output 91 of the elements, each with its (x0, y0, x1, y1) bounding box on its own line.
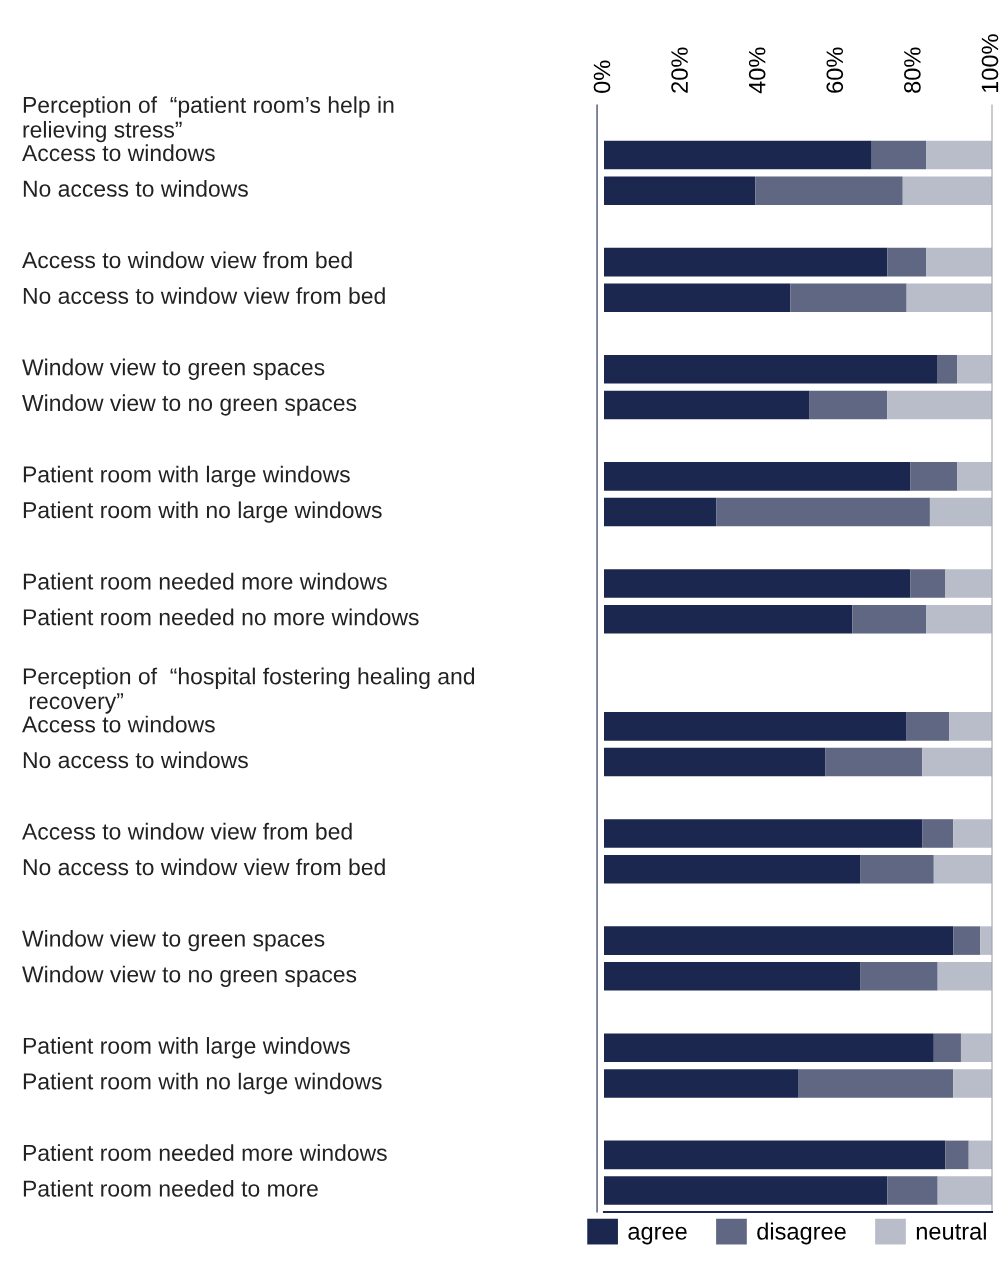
bar (906, 283, 992, 313)
bar (937, 354, 958, 384)
bar (945, 1140, 969, 1170)
bar (604, 1033, 934, 1063)
bar (929, 497, 992, 527)
y-tick-label: Patient room with large windows (23, 1037, 350, 1059)
x-tick-label: 40% (748, 47, 766, 94)
bar (953, 926, 981, 955)
y-tick-label: Patient room needed more windows (23, 572, 387, 590)
y-tick-label: Patient room with large windows (23, 465, 350, 488)
bar (604, 1176, 888, 1205)
y-tick-label: No access to window view from bed (23, 858, 385, 876)
bar (922, 747, 992, 777)
bar (604, 176, 756, 205)
bar (604, 1069, 798, 1098)
bar (604, 283, 791, 313)
bar (910, 569, 946, 598)
bar (604, 354, 938, 384)
bar (604, 604, 853, 634)
bar (926, 604, 992, 634)
y-tick-label: Window view to no green spaces (22, 394, 357, 416)
bar (906, 712, 950, 741)
bar (968, 1140, 992, 1170)
bar (887, 390, 992, 420)
bar (953, 819, 992, 848)
bar (790, 283, 907, 313)
y-tick-label: Perception of “patient room’s help in relieving stress” (23, 96, 394, 143)
bar (949, 712, 992, 741)
bar (957, 462, 992, 491)
bar (604, 1140, 946, 1170)
y-tick-label: Window view to green spaces (22, 358, 325, 380)
bar (604, 140, 872, 170)
bar (716, 497, 930, 527)
y-tick-label: Patient room with no large windows (23, 1072, 382, 1095)
y-tick-label: No access to windows (23, 751, 248, 769)
bar (926, 140, 992, 170)
bar (922, 819, 954, 848)
bar (860, 962, 938, 991)
bar (604, 247, 888, 277)
x-tick-label: 100% (981, 34, 999, 93)
bar (798, 1069, 954, 1098)
bar (910, 462, 958, 491)
bar (604, 390, 810, 420)
bar (871, 140, 927, 170)
y-tick-label: Access to windows (22, 144, 215, 162)
legend-label: neutral (916, 1222, 986, 1240)
bar (755, 176, 903, 205)
bar (980, 926, 992, 955)
y-tick-label: Access to window view from bed (22, 251, 352, 269)
bar (825, 747, 923, 777)
bar (604, 854, 861, 884)
bar (926, 247, 992, 277)
y-tick-label: Access to window view from bed (22, 822, 352, 840)
y-tick-label: Patient room needed no more windows (23, 608, 419, 626)
x-tick-label: 20% (671, 47, 688, 93)
bar (953, 1069, 992, 1098)
bar (860, 854, 934, 884)
bar (887, 247, 927, 277)
bar (933, 1033, 961, 1063)
y-tick-label: Patient room with no large windows (23, 501, 382, 523)
legend-label: agree (628, 1226, 687, 1245)
bar (957, 354, 992, 384)
bar (604, 497, 717, 527)
y-tick-label: Perception of “hospital fostering healing and recovery” (23, 667, 475, 714)
bar (809, 390, 888, 420)
bar (933, 854, 992, 884)
x-tick-label: 80% (904, 47, 921, 93)
x-tick-label: 0% (593, 60, 611, 93)
y-tick-label: Patient room needed more windows (23, 1144, 387, 1162)
bar (945, 569, 992, 598)
bar (604, 569, 911, 598)
y-tick-label: No access to windows (23, 180, 248, 197)
y-tick-label: Access to windows (22, 715, 215, 733)
bar (937, 1176, 992, 1205)
bar (604, 747, 826, 777)
bar (604, 712, 907, 741)
bar (960, 1033, 992, 1063)
bar (902, 176, 992, 205)
bar (604, 926, 954, 955)
bar (604, 962, 861, 991)
y-tick-label: Patient room needed to more (23, 1179, 318, 1197)
y-tick-label: No access to window view from bed (23, 287, 385, 304)
bar (887, 1176, 938, 1205)
y-tick-label: Window view to green spaces (22, 929, 325, 952)
bar (604, 462, 911, 491)
bar (852, 604, 927, 634)
y-tick-label: Window view to no green spaces (22, 965, 357, 987)
bar (937, 962, 992, 991)
legend-label: disagree (757, 1222, 846, 1245)
x-tick-label: 60% (826, 47, 844, 93)
bar (604, 819, 923, 848)
